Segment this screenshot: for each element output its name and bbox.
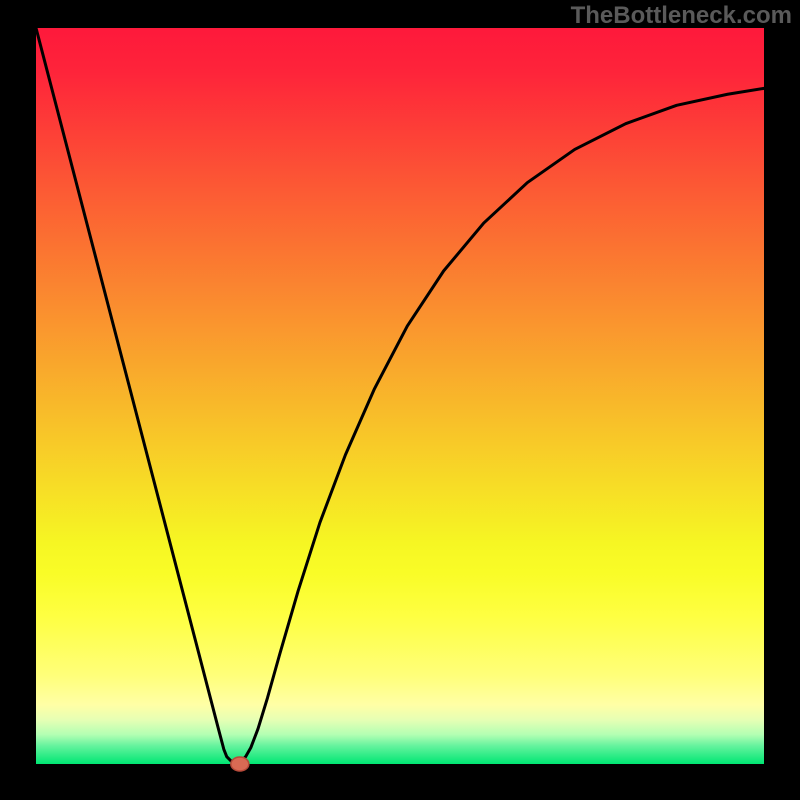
watermark-text: TheBottleneck.com [571,2,792,30]
chart-container: TheBottleneck.com [0,0,800,800]
bottleneck-chart [0,0,800,800]
minimum-marker [231,757,249,771]
chart-plot-background [36,28,764,764]
